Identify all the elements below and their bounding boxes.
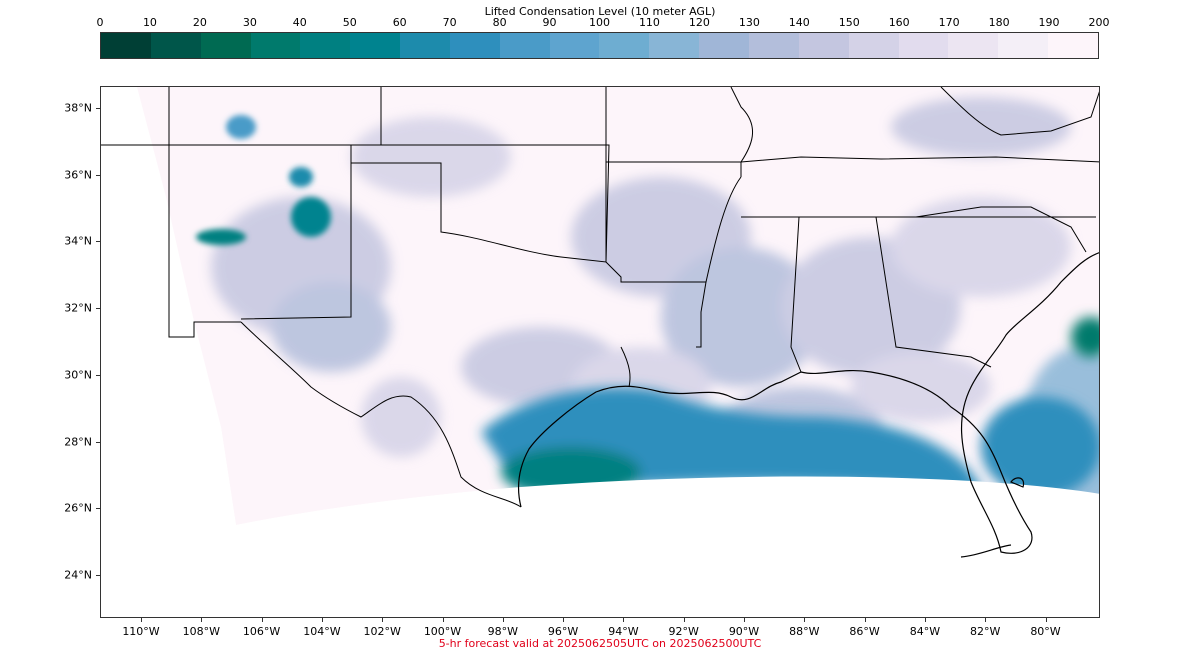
longitude-label: 88°W xyxy=(789,625,820,638)
colorbar-segment xyxy=(499,33,550,58)
longitude-tick xyxy=(683,618,685,622)
longitude-label: 106°W xyxy=(242,625,281,638)
longitude-tick xyxy=(261,618,263,622)
colorbar-segment xyxy=(449,33,500,58)
longitude-tick xyxy=(744,618,745,622)
latitude-tick xyxy=(96,441,100,443)
latitude-tick xyxy=(96,508,100,510)
colorbar-tick-label: 110 xyxy=(638,16,660,29)
colorbar-segment xyxy=(898,33,949,58)
longitude-tick xyxy=(864,618,866,622)
colorbar-segment xyxy=(649,33,700,58)
longitude-label: 82°W xyxy=(970,625,1001,638)
longitude-tick xyxy=(442,618,444,622)
latitude-label: 32°N xyxy=(64,301,92,315)
forecast-map xyxy=(101,87,1099,617)
latitude-tick xyxy=(96,174,100,176)
longitude-label: 110°W xyxy=(122,625,160,638)
longitude-label: 100°W xyxy=(423,625,462,638)
latitude-label: 34°N xyxy=(64,234,92,248)
forecast-valid-caption: 5-hr forecast valid at 2025062505UTC on … xyxy=(438,637,762,650)
longitude-label: 96°W xyxy=(547,625,579,638)
lcl-light-fields xyxy=(211,97,1099,527)
latitude-label: 28°N xyxy=(64,435,92,448)
map-panel xyxy=(100,86,1100,618)
longitude-tick xyxy=(985,618,987,622)
colorbar-tick-label: 80 xyxy=(492,16,507,29)
colorbar-tick-label: 180 xyxy=(988,16,1010,29)
latitude-tick xyxy=(96,108,100,109)
longitude-tick xyxy=(201,618,203,622)
longitude-tick xyxy=(563,618,565,622)
colorbar-tick-label: 200 xyxy=(1088,16,1110,29)
colorbar-tick-label: 50 xyxy=(342,16,357,29)
colorbar-segment xyxy=(948,33,999,58)
longitude-tick xyxy=(924,618,926,622)
colorbar-tick-label: 120 xyxy=(688,16,710,29)
colorbar-segment xyxy=(599,33,650,58)
colorbar-segment xyxy=(400,33,450,58)
colorbar xyxy=(100,32,1099,59)
colorbar-tick-label: 0 xyxy=(96,16,104,29)
latitude-tick xyxy=(96,374,100,376)
colorbar-tick-label: 190 xyxy=(1038,16,1060,29)
longitude-label: 98°W xyxy=(487,625,518,638)
longitude-label: 94°W xyxy=(608,625,639,638)
longitude-label: 86°W xyxy=(849,625,880,638)
colorbar-segment xyxy=(250,33,301,58)
colorbar-segment xyxy=(300,33,351,58)
latitude-tick xyxy=(96,241,100,243)
lcl-dark-patches xyxy=(196,115,331,245)
colorbar-segment xyxy=(200,33,251,58)
outside-domain xyxy=(101,327,1099,617)
colorbar-segment xyxy=(350,33,401,58)
longitude-label: 104°W xyxy=(303,625,341,638)
colorbar-tick-label: 140 xyxy=(788,16,810,29)
colorbar-tick-label: 60 xyxy=(392,16,407,29)
colorbar-tick-label: 10 xyxy=(142,16,157,29)
colorbar-segment xyxy=(101,33,151,58)
longitude-tick xyxy=(321,618,323,622)
latitude-tick xyxy=(96,574,100,576)
latitude-label: 24°N xyxy=(64,568,92,582)
colorbar-tick-label: 90 xyxy=(542,16,557,29)
colorbar-segment xyxy=(549,33,600,58)
colorbar-tick-label: 70 xyxy=(442,16,457,29)
colorbar-segment xyxy=(748,33,799,58)
longitude-label: 90°W xyxy=(728,625,760,638)
colorbar-tick-label: 160 xyxy=(888,16,910,29)
colorbar-segment xyxy=(150,33,201,58)
latitude-label: 38°N xyxy=(64,101,92,115)
colorbar-segment xyxy=(1048,33,1098,58)
colorbar-tick-label: 20 xyxy=(192,16,207,29)
colorbar-tick-label: 100 xyxy=(589,16,610,29)
colorbar-tick-label: 40 xyxy=(292,16,307,29)
colorbar-segment xyxy=(798,33,849,58)
colorbar-tick-label: 130 xyxy=(738,16,760,29)
longitude-label: 102°W xyxy=(363,625,401,638)
colorbar-tick-label: 30 xyxy=(242,16,257,29)
longitude-tick xyxy=(623,618,625,622)
colorbar-segment xyxy=(699,33,749,58)
longitude-tick xyxy=(1045,618,1047,622)
latitude-tick xyxy=(96,308,100,310)
colorbar-segment xyxy=(998,33,1049,58)
longitude-tick xyxy=(141,618,142,622)
colorbar-segment xyxy=(848,33,899,58)
latitude-label: 26°N xyxy=(64,501,92,515)
longitude-tick xyxy=(382,618,384,622)
longitude-tick xyxy=(502,618,504,622)
longitude-tick xyxy=(804,618,806,622)
colorbar-tick-label: 150 xyxy=(838,16,860,29)
latitude-label: 30°N xyxy=(64,368,92,382)
longitude-label: 108°W xyxy=(182,625,220,638)
colorbar-title: Lifted Condensation Level (10 meter AGL) xyxy=(484,5,716,18)
latitude-label: 36°N xyxy=(64,168,92,182)
longitude-label: 92°W xyxy=(668,625,699,638)
colorbar-tick-label: 170 xyxy=(938,16,960,29)
coastline xyxy=(518,252,1099,558)
longitude-label: 84°W xyxy=(909,625,941,638)
state-boundaries xyxy=(101,87,1099,508)
longitude-label: 80°W xyxy=(1030,625,1061,638)
